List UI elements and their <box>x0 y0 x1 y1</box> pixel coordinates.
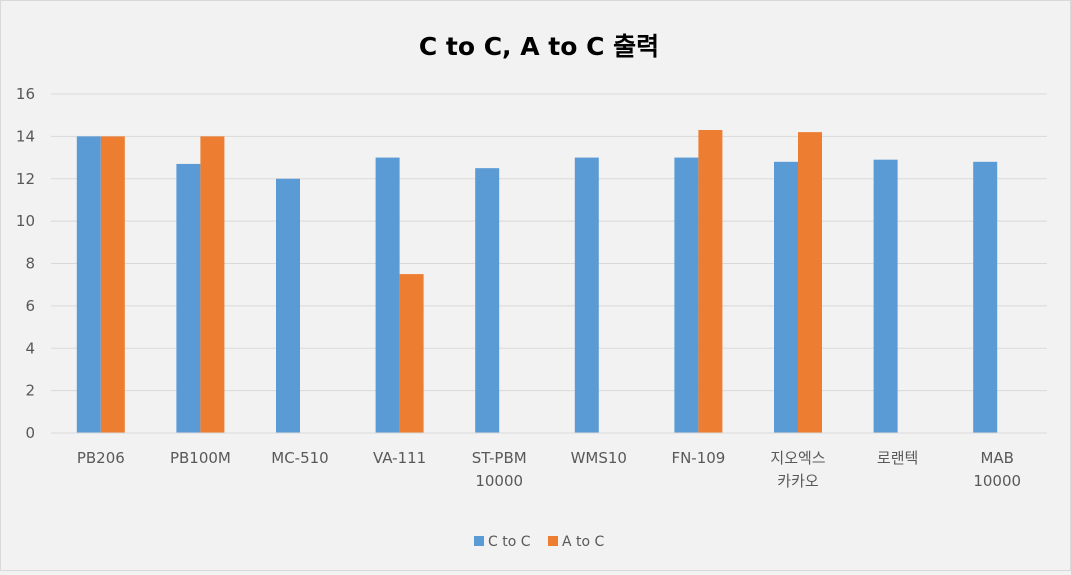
x-category-label: MAB <box>980 449 1014 467</box>
bar-a-to-c <box>399 274 424 433</box>
bar-c-to-c <box>973 161 998 434</box>
bar-c-to-c <box>574 157 599 433</box>
bar-a-to-c <box>698 130 723 434</box>
y-tick-label: 8 <box>25 255 35 273</box>
x-category-label: PB206 <box>77 449 125 467</box>
x-category-label: 지오엑스 <box>770 449 825 467</box>
bar-a-to-c <box>100 136 125 433</box>
legend: C to C A to C <box>474 534 605 550</box>
legend-swatch <box>474 536 484 546</box>
y-tick-label: 6 <box>25 297 35 315</box>
y-tick-label: 10 <box>16 212 35 230</box>
bar-c-to-c <box>176 163 201 433</box>
bar-a-to-c <box>798 132 822 433</box>
bar-c-to-c <box>873 159 898 433</box>
chart-title: C to C, A to C 출력 <box>419 32 659 61</box>
bar-c-to-c <box>375 157 400 433</box>
x-category-label: 로랜텍 <box>877 449 918 467</box>
x-category-label: VA-111 <box>373 449 426 467</box>
x-axis-category-labels: PB206 PB100M MC-510 VA-111 ST-PBM 10000 WMS10 F… <box>77 449 1021 490</box>
x-category-label: WMS10 <box>571 449 627 467</box>
legend-label: A to C <box>562 534 605 550</box>
y-tick-label: 16 <box>16 85 35 103</box>
y-tick-label: 4 <box>25 339 35 357</box>
bar-c-to-c <box>674 157 699 433</box>
x-category-label: FN-109 <box>671 449 725 467</box>
bars <box>76 130 998 434</box>
y-tick-label: 12 <box>16 170 35 188</box>
y-tick-label: 0 <box>25 424 35 442</box>
legend-swatch <box>548 536 558 546</box>
bar-c-to-c <box>76 136 101 433</box>
y-axis-tick-labels: 0 2 4 6 8 10 12 14 16 <box>16 85 35 442</box>
y-tick-label: 2 <box>25 382 35 400</box>
bar-c-to-c <box>276 178 300 433</box>
bar-c-to-c <box>774 161 798 434</box>
y-tick-label: 14 <box>16 127 35 145</box>
x-category-label: MC-510 <box>271 449 328 467</box>
x-category-label: 카카오 <box>777 472 819 490</box>
x-category-label: 10000 <box>475 472 523 490</box>
x-category-label: 10000 <box>973 472 1021 490</box>
x-category-label: PB100M <box>170 449 231 467</box>
legend-label: C to C <box>488 534 531 550</box>
x-category-label: ST-PBM <box>472 449 527 467</box>
bar-a-to-c <box>200 136 225 433</box>
bar-c-to-c <box>475 168 500 433</box>
